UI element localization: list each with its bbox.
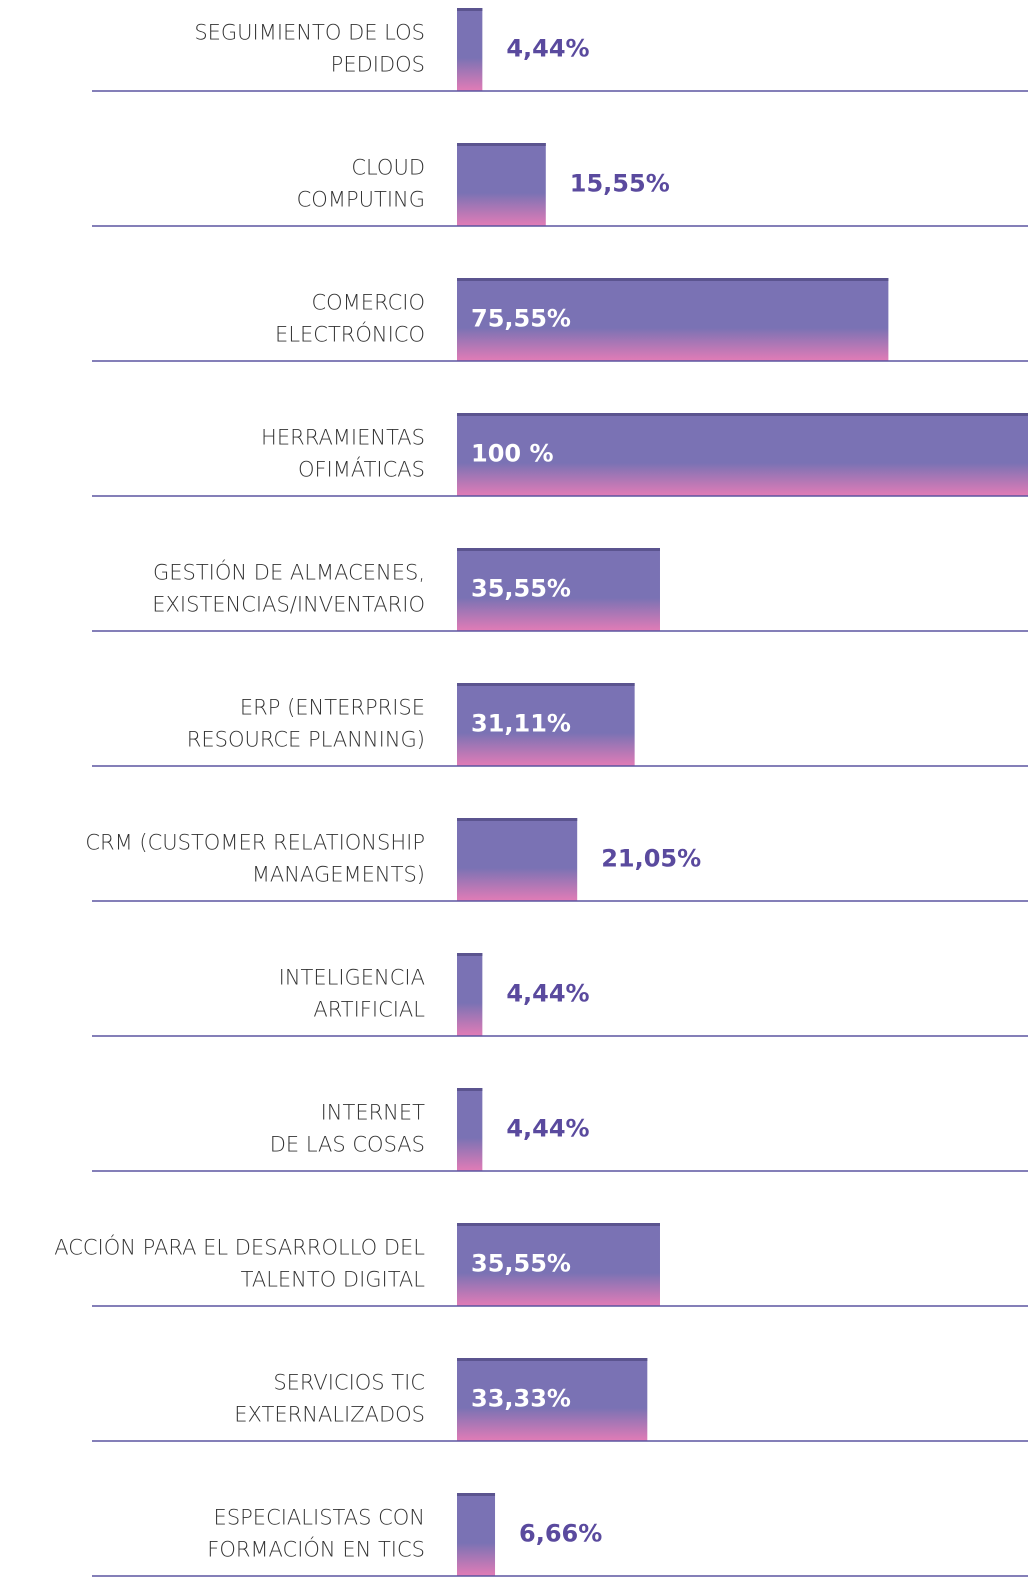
category-label: COMPUTING bbox=[297, 188, 425, 212]
value-label: 4,44% bbox=[506, 1115, 589, 1143]
category-label: EXTERNALIZADOS bbox=[234, 1403, 425, 1427]
value-label: 21,05% bbox=[601, 845, 701, 873]
category-label: OFIMÁTICAS bbox=[298, 457, 425, 482]
category-label: CLOUD bbox=[351, 156, 425, 180]
value-label: 15,55% bbox=[570, 170, 670, 198]
category-label: HERRAMIENTAS bbox=[261, 426, 425, 450]
category-label: SEGUIMIENTO DE LOS bbox=[194, 21, 425, 45]
bar bbox=[457, 1223, 660, 1306]
category-label: INTERNET bbox=[321, 1101, 426, 1125]
category-label: INTELIGENCIA bbox=[279, 966, 425, 990]
category-label: ERP (ENTERPRISE bbox=[240, 696, 425, 720]
category-label: ESPECIALISTAS CON bbox=[214, 1506, 425, 1530]
category-label: EXISTENCIAS/INVENTARIO bbox=[152, 593, 425, 617]
value-label: 6,66% bbox=[519, 1520, 602, 1548]
bar bbox=[457, 953, 483, 1036]
bar bbox=[457, 818, 578, 901]
bar bbox=[457, 1088, 483, 1171]
category-label: CRM (CUSTOMER RELATIONSHIP bbox=[85, 831, 425, 855]
category-label: GESTIÓN DE ALMACENES, bbox=[153, 560, 425, 585]
value-label: 35,55% bbox=[471, 1250, 571, 1278]
category-label: MANAGEMENTS) bbox=[252, 863, 425, 887]
bar bbox=[457, 1358, 648, 1441]
value-label: 35,55% bbox=[471, 575, 571, 603]
category-label: RESOURCE PLANNING) bbox=[187, 728, 425, 752]
category-label: PEDIDOS bbox=[331, 53, 425, 77]
value-label: 4,44% bbox=[506, 35, 589, 63]
bar bbox=[457, 548, 660, 631]
category-label: ELECTRÓNICO bbox=[275, 322, 425, 347]
bar bbox=[457, 278, 889, 361]
bar bbox=[457, 683, 635, 766]
category-label: FORMACIÓN EN TICS bbox=[207, 1537, 425, 1562]
category-label: DE LAS COSAS bbox=[270, 1133, 425, 1157]
bar bbox=[457, 143, 546, 226]
value-label: 75,55% bbox=[471, 305, 571, 333]
category-label: COMERCIO bbox=[311, 291, 425, 315]
category-label: ACCIÓN PARA EL DESARROLLO DEL bbox=[54, 1235, 425, 1260]
bar bbox=[457, 1493, 496, 1576]
category-label: SERVICIOS TIC bbox=[273, 1371, 425, 1395]
bar bbox=[457, 8, 483, 91]
value-label: 4,44% bbox=[506, 980, 589, 1008]
value-label: 31,11% bbox=[471, 710, 571, 738]
value-label: 100 % bbox=[471, 440, 554, 468]
bar bbox=[457, 413, 1028, 496]
category-label: TALENTO DIGITAL bbox=[241, 1268, 426, 1292]
category-label: ARTIFICIAL bbox=[313, 998, 425, 1022]
value-label: 33,33% bbox=[471, 1385, 571, 1413]
